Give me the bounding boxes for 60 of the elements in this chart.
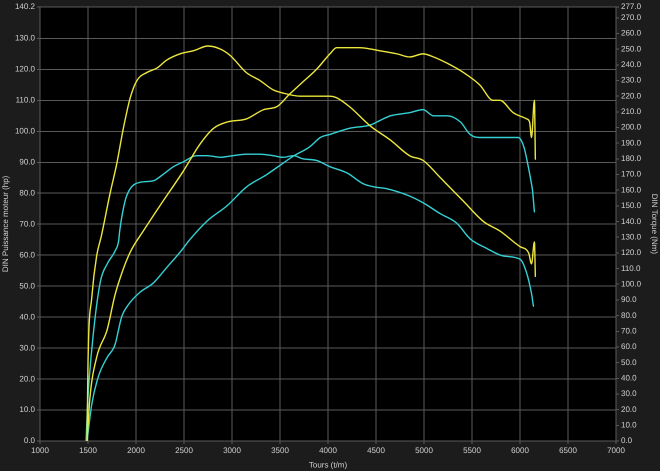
y-tick-label: 30.0 [19, 343, 36, 352]
y2-tick-label: 20.0 [621, 404, 638, 414]
x-tick-label: 2000 [127, 446, 146, 456]
y-tick-label: 100.0 [14, 126, 36, 136]
x-tick-label: 2500 [175, 446, 194, 456]
y-tick-label: 130.0 [14, 34, 36, 43]
y-tick-label: 90.0 [19, 157, 36, 166]
y2-tick-label: 150.0 [621, 201, 642, 210]
y2-tick-label: 240.0 [621, 60, 642, 69]
y2-tick-label: 260.0 [621, 28, 642, 38]
y2-tick-label: 130.0 [621, 232, 642, 242]
x-tick-label: 6500 [559, 446, 578, 456]
x-tick-label: 3500 [271, 446, 290, 456]
y-tick-label: 40.0 [19, 312, 36, 322]
y2-tick-label: 210.0 [621, 107, 642, 116]
y2-tick-label: 250.0 [621, 44, 642, 54]
y2-tick-label: 90.0 [621, 295, 638, 304]
y-tick-label: 70.0 [19, 219, 36, 228]
y2-axis-title: DIN Torque (Nm) [650, 194, 659, 254]
y2-tick-label: 140.0 [621, 216, 642, 226]
y-tick-label: 110.0 [16, 96, 36, 105]
x-tick-label: 4000 [319, 446, 338, 456]
y2-tick-label: 230.0 [621, 76, 642, 85]
y2-tick-label: 80.0 [621, 310, 638, 320]
y-tick-label: 120.0 [14, 64, 36, 74]
y2-tick-label: 0.0 [621, 436, 633, 446]
y-tick-label: 60.0 [19, 250, 36, 260]
x-axis-title: Tours (t/m) [308, 460, 348, 470]
y2-tick-label: 30.0 [621, 389, 638, 398]
y-tick-label: 10.0 [19, 405, 36, 414]
y2-tick-label: 70.0 [621, 326, 638, 336]
y2-tick-label: 180.0 [621, 154, 642, 164]
y-tick-label: 50.0 [19, 281, 36, 290]
y2-tick-label: 190.0 [621, 138, 642, 148]
y2-tick-label: 60.0 [621, 342, 638, 352]
y2-tick-label: 200.0 [621, 122, 642, 132]
x-tick-label: 3000 [223, 446, 242, 456]
y2-tick-label: 110.0 [621, 264, 641, 273]
x-tick-label: 6000 [511, 446, 530, 456]
y2-tick-label: 50.0 [621, 358, 638, 367]
x-tick-label: 7000 [607, 446, 626, 456]
y2-tick-label: 100.0 [621, 279, 642, 288]
y2-tick-label: 40.0 [621, 374, 638, 383]
y2-tick-label: 270.0 [621, 12, 642, 22]
y2-tick-label: 160.0 [621, 185, 642, 194]
y2-tick-label: 170.0 [621, 170, 642, 179]
y-tick-label: 80.0 [19, 188, 36, 198]
y-axis-title: DIN Puissance moteur (hp) [1, 175, 10, 272]
x-tick-label: 4500 [367, 446, 386, 456]
x-tick-label: 5500 [463, 446, 482, 456]
y-tick-label: 0.0 [24, 436, 36, 446]
y2-tick-label: 10.0 [621, 420, 638, 430]
x-tick-label: 5000 [415, 446, 434, 456]
y2-tick-label: 120.0 [621, 248, 642, 258]
y2-tick-label: 220.0 [621, 91, 642, 100]
y-tick-label: 20.0 [19, 374, 36, 384]
y2-tick-label: 277.0 [621, 2, 642, 12]
x-tick-label: 1000 [31, 446, 50, 456]
y-tick-label: 140.2 [14, 2, 36, 12]
x-tick-label: 1500 [79, 446, 98, 456]
